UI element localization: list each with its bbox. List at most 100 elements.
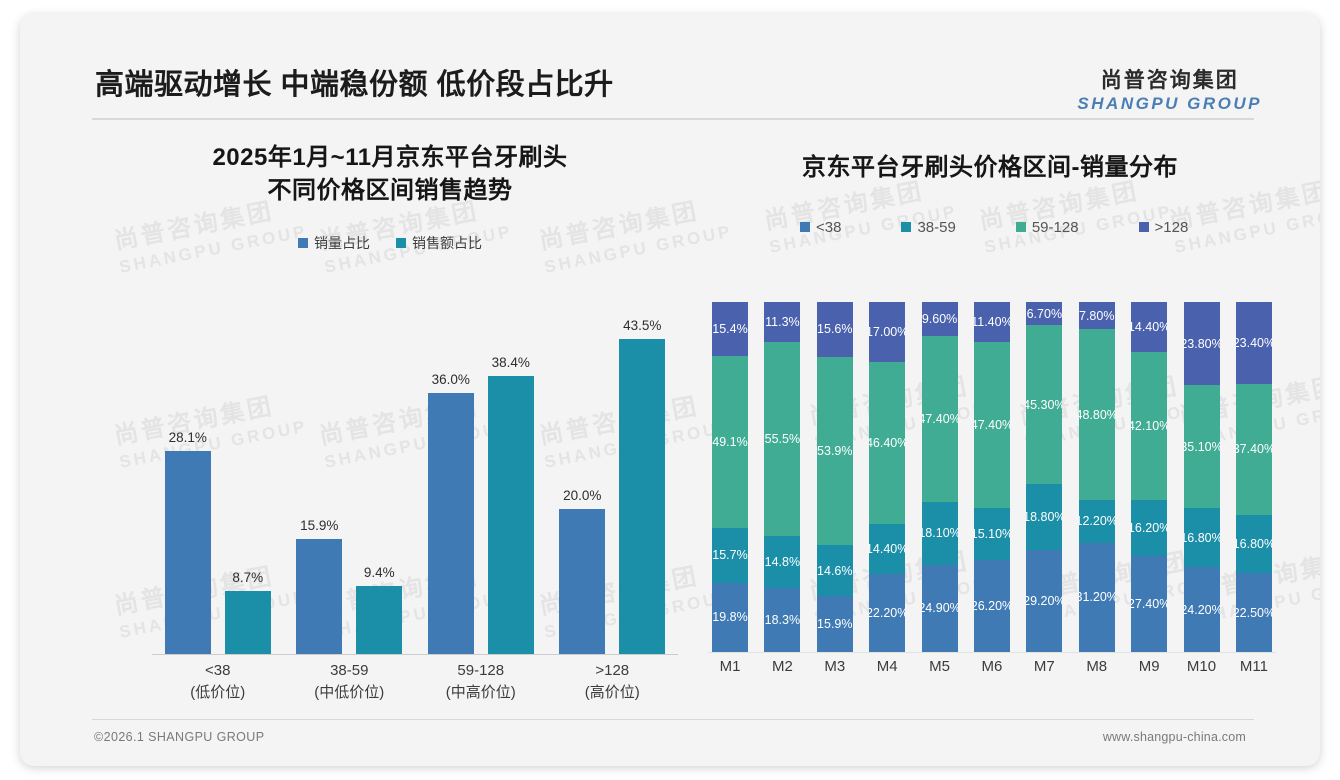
segment-value-label: 53.9% xyxy=(817,443,853,458)
stacked-bar-plot-area: 15.4% 49.1% 15.7% 19.8% 11.3% 55.5% 14.8% 18.3%… xyxy=(712,302,1272,653)
stacked-segment[interactable]: 22.50% xyxy=(1235,573,1272,652)
stacked-segment[interactable]: 22.20% xyxy=(869,574,906,653)
stacked-bar-column[interactable]: 14.40% 42.10% 16.20% 27.40% xyxy=(1131,302,1168,652)
stacked-segment[interactable]: 16.80% xyxy=(1183,508,1220,568)
stacked-segment[interactable]: 53.9% xyxy=(816,356,853,546)
stacked-segment[interactable]: 15.9% xyxy=(816,596,853,652)
bar-column[interactable]: 9.4% xyxy=(356,292,403,654)
segment-value-label: 9.60% xyxy=(921,311,958,326)
segment-value-label: 55.5% xyxy=(764,431,801,446)
stacked-segment[interactable]: 14.8% xyxy=(764,536,801,588)
stacked-segment[interactable]: 31.20% xyxy=(1078,542,1115,652)
stacked-segment[interactable]: 18.80% xyxy=(1026,484,1063,550)
stacked-segment[interactable]: 19.8% xyxy=(712,582,748,652)
legend-left-item-0[interactable]: 销量占比 xyxy=(298,233,370,253)
stacked-bar-column[interactable]: 17.00% 46.40% 14.40% 22.20% xyxy=(869,302,906,653)
stacked-segment[interactable]: 14.40% xyxy=(1131,302,1168,353)
bar-volume-share[interactable] xyxy=(164,450,211,654)
stacked-segment[interactable]: 23.40% xyxy=(1235,302,1272,384)
stacked-segment[interactable]: 47.40% xyxy=(921,335,958,502)
left-chart-title: 2025年1月~11月京东平台牙刷头 不同价格区间销售趋势 xyxy=(80,142,700,207)
bar-sales-share[interactable] xyxy=(356,585,403,654)
stacked-segment[interactable]: 37.40% xyxy=(1235,383,1272,515)
stacked-segment[interactable]: 14.40% xyxy=(869,523,906,575)
stacked-bar-column[interactable]: 9.60% 47.40% 18.10% 24.90% xyxy=(921,302,958,652)
stacked-segment[interactable]: 29.20% xyxy=(1026,549,1063,652)
stacked-bar-column[interactable]: 11.40% 47.40% 15.10% 26.20% xyxy=(973,302,1010,652)
month-label: M1 xyxy=(719,658,741,675)
bar-volume-share[interactable] xyxy=(296,538,343,654)
stacked-segment[interactable]: 18.10% xyxy=(921,501,958,565)
segment-value-label: 15.6% xyxy=(817,322,853,337)
right-chart-title: 京东平台牙刷头价格区间-销量分布 xyxy=(802,154,1178,181)
stacked-segment[interactable]: 24.20% xyxy=(1183,567,1220,652)
legend-left-item-1[interactable]: 销售额占比 xyxy=(396,233,482,253)
stacked-segment[interactable]: 6.70% xyxy=(1026,302,1063,326)
stacked-segment[interactable]: 45.30% xyxy=(1026,325,1063,484)
category-range: 59-128 xyxy=(457,662,505,679)
bar-column[interactable]: 28.1% xyxy=(164,292,211,654)
stacked-bar-column[interactable]: 23.40% 37.40% 16.80% 22.50% xyxy=(1235,302,1272,652)
bar-volume-share[interactable] xyxy=(559,509,606,654)
bar-group: 15.9% 9.4% xyxy=(284,292,416,654)
legend-swatch-icon xyxy=(298,238,308,249)
stacked-segment[interactable]: 16.20% xyxy=(1131,499,1168,557)
stacked-segment[interactable]: 15.10% xyxy=(973,507,1010,561)
month-label: M6 xyxy=(981,658,1003,675)
bar-column[interactable]: 43.5% xyxy=(619,292,666,654)
stacked-segment[interactable]: 49.1% xyxy=(712,355,748,528)
bar-column[interactable]: 8.7% xyxy=(224,292,271,654)
bar-column[interactable]: 36.0% xyxy=(427,292,474,654)
stacked-bar-column[interactable]: 6.70% 45.30% 18.80% 29.20% xyxy=(1026,302,1063,652)
stacked-segment[interactable]: 27.40% xyxy=(1131,556,1168,652)
stacked-segment[interactable]: 47.40% xyxy=(973,341,1010,508)
stacked-segment[interactable]: 16.80% xyxy=(1235,514,1272,574)
stacked-segment[interactable]: 14.6% xyxy=(816,545,853,597)
legend-right-item-2[interactable]: 59-128 xyxy=(1015,218,1079,236)
stacked-segment[interactable]: 15.4% xyxy=(712,302,748,356)
bar-sales-share[interactable] xyxy=(619,339,666,654)
stacked-segment[interactable]: 23.80% xyxy=(1183,302,1220,386)
bar-sales-share[interactable] xyxy=(224,591,271,654)
stacked-segment[interactable]: 15.6% xyxy=(816,302,853,357)
stacked-segment[interactable]: 42.10% xyxy=(1131,352,1168,500)
stacked-segment[interactable]: 26.20% xyxy=(973,560,1010,652)
month-label: M11 xyxy=(1239,658,1268,675)
stacked-segment[interactable]: 12.20% xyxy=(1078,500,1115,543)
stacked-segment[interactable]: 18.3% xyxy=(764,587,801,652)
stacked-bar-column[interactable]: 15.4% 49.1% 15.7% 19.8% xyxy=(712,302,748,652)
stacked-segment[interactable]: 11.3% xyxy=(764,302,801,342)
stacked-bar-column[interactable]: 15.6% 53.9% 14.6% 15.9% xyxy=(816,302,853,652)
stacked-segment[interactable]: 7.80% xyxy=(1078,302,1115,330)
stacked-segment[interactable]: 17.00% xyxy=(869,302,906,362)
stacked-segment[interactable]: 24.90% xyxy=(921,564,958,652)
segment-value-label: 14.40% xyxy=(1131,320,1167,335)
bar-column[interactable]: 38.4% xyxy=(487,292,534,654)
stacked-segment[interactable]: 11.40% xyxy=(973,302,1010,342)
logo-chinese-text: 尚普咨询集团 xyxy=(1100,69,1239,92)
stacked-segment[interactable]: 15.7% xyxy=(712,527,748,583)
segment-value-label: 42.10% xyxy=(1131,418,1167,433)
segment-value-label: 37.40% xyxy=(1235,442,1272,457)
stacked-segment[interactable]: 9.60% xyxy=(921,302,958,336)
month-label: M5 xyxy=(929,658,950,675)
bar-column[interactable]: 15.9% xyxy=(296,292,343,654)
legend-right-item-3[interactable]: >128 xyxy=(1138,219,1188,236)
stacked-bar-column[interactable]: 7.80% 48.80% 12.20% 31.20% xyxy=(1078,302,1115,652)
legend-right-item-0[interactable]: <38 xyxy=(800,219,841,236)
stacked-segment[interactable]: 48.80% xyxy=(1078,329,1115,501)
category-label: <38 (低价位) xyxy=(152,660,284,704)
stacked-bar-column[interactable]: 11.3% 55.5% 14.8% 18.3% xyxy=(764,302,801,652)
segment-value-label: 11.40% xyxy=(974,314,1010,329)
bar-sales-share[interactable] xyxy=(487,375,534,654)
bar-group: 36.0% 38.4% xyxy=(415,292,547,654)
stacked-segment[interactable]: 46.40% xyxy=(869,361,906,524)
legend-right-item-1[interactable]: 38-59 xyxy=(901,219,956,236)
stacked-segment[interactable]: 35.10% xyxy=(1183,385,1220,509)
bar-column[interactable]: 20.0% xyxy=(559,292,606,654)
segment-value-label: 22.50% xyxy=(1235,605,1272,620)
legend-label: 59-128 xyxy=(1031,218,1079,236)
stacked-segment[interactable]: 55.5% xyxy=(764,341,801,537)
stacked-bar-column[interactable]: 23.80% 35.10% 16.80% 24.20% xyxy=(1183,302,1220,652)
bar-volume-share[interactable] xyxy=(427,393,474,654)
